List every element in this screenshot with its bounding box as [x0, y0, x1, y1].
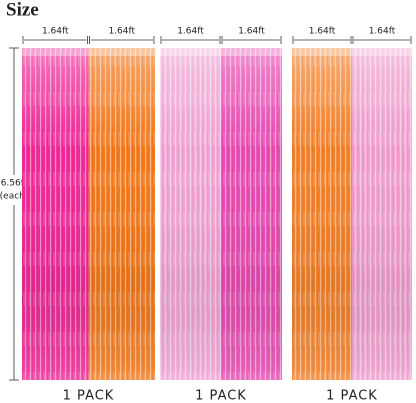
title: Size — [6, 0, 39, 20]
width-label: 1.64ft — [42, 27, 69, 37]
width-label: 1.64ft — [238, 27, 265, 37]
width-label: 1.64ft — [309, 27, 336, 37]
curtain-header — [88, 48, 155, 56]
curtain-shade — [221, 48, 282, 380]
pack-label: 1 PACK — [63, 389, 115, 403]
width-label: 1.64ft — [177, 27, 204, 37]
curtain-shade — [22, 48, 89, 380]
curtain-header — [352, 48, 412, 56]
width-label: 1.64ft — [369, 27, 396, 37]
curtain-shade — [88, 48, 155, 380]
curtain-shade — [292, 48, 352, 380]
height-label: 6.56ft — [1, 179, 28, 189]
curtain-header — [22, 48, 89, 56]
curtain-header — [221, 48, 282, 56]
curtain-shade — [160, 48, 221, 380]
height-note: (each) — [0, 192, 28, 202]
pack-label: 1 PACK — [195, 389, 247, 403]
width-label: 1.64ft — [108, 27, 135, 37]
curtain-header — [292, 48, 352, 56]
curtain-header — [160, 48, 221, 56]
curtain-shade — [352, 48, 412, 380]
pack-label: 1 PACK — [326, 389, 378, 403]
